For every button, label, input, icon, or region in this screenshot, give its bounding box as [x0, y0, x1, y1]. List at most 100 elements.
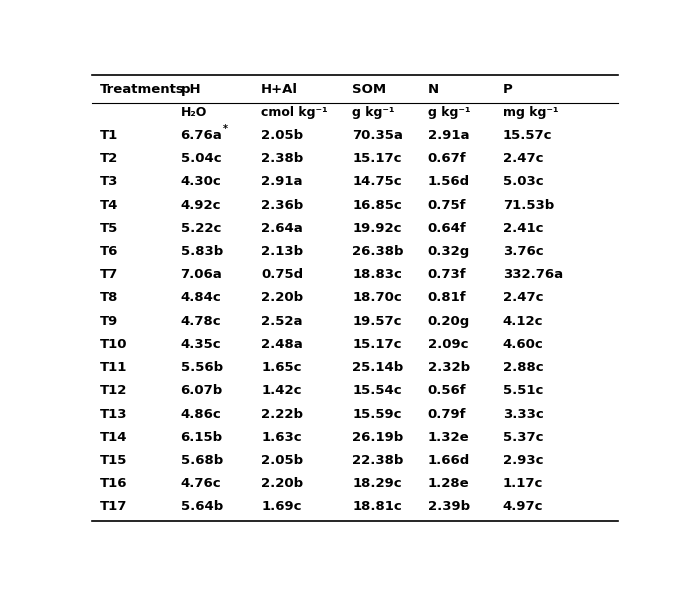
- Text: 0.56f: 0.56f: [428, 384, 466, 397]
- Text: 4.86c: 4.86c: [181, 408, 221, 421]
- Text: 22.38b: 22.38b: [353, 454, 404, 467]
- Text: 2.41c: 2.41c: [503, 222, 543, 235]
- Text: 5.37c: 5.37c: [503, 431, 543, 444]
- Text: T12: T12: [100, 384, 128, 397]
- Text: T7: T7: [100, 268, 119, 281]
- Text: 6.15b: 6.15b: [181, 431, 222, 444]
- Text: 1.63c: 1.63c: [261, 431, 301, 444]
- Text: 5.03c: 5.03c: [503, 176, 543, 189]
- Text: 1.32e: 1.32e: [428, 431, 469, 444]
- Text: T17: T17: [100, 501, 128, 514]
- Text: 4.78c: 4.78c: [181, 315, 221, 327]
- Text: 5.22c: 5.22c: [181, 222, 221, 235]
- Text: T4: T4: [100, 199, 119, 212]
- Text: 0.32g: 0.32g: [428, 245, 470, 258]
- Text: 2.48a: 2.48a: [261, 338, 303, 351]
- Text: 0.64f: 0.64f: [428, 222, 466, 235]
- Text: 14.75c: 14.75c: [353, 176, 402, 189]
- Text: 2.36b: 2.36b: [261, 199, 304, 212]
- Text: 1.42c: 1.42c: [261, 384, 301, 397]
- Text: 15.54c: 15.54c: [353, 384, 402, 397]
- Text: T14: T14: [100, 431, 128, 444]
- Text: T5: T5: [100, 222, 119, 235]
- Text: 332.76a: 332.76a: [503, 268, 563, 281]
- Text: 0.73f: 0.73f: [428, 268, 466, 281]
- Text: Treatments: Treatments: [100, 83, 185, 96]
- Text: 2.20b: 2.20b: [261, 477, 304, 490]
- Text: T15: T15: [100, 454, 128, 467]
- Text: g kg⁻¹: g kg⁻¹: [353, 106, 395, 119]
- Text: 2.52a: 2.52a: [261, 315, 303, 327]
- Text: 2.39b: 2.39b: [428, 501, 470, 514]
- Text: T2: T2: [100, 152, 119, 165]
- Text: 26.38b: 26.38b: [353, 245, 404, 258]
- Text: 2.38b: 2.38b: [261, 152, 304, 165]
- Text: 3.76c: 3.76c: [503, 245, 543, 258]
- Text: 0.79f: 0.79f: [428, 408, 466, 421]
- Text: 2.20b: 2.20b: [261, 291, 304, 304]
- Text: 71.53b: 71.53b: [503, 199, 554, 212]
- Text: 0.81f: 0.81f: [428, 291, 466, 304]
- Text: 70.35a: 70.35a: [353, 129, 403, 142]
- Text: g kg⁻¹: g kg⁻¹: [428, 106, 470, 119]
- Text: 3.33c: 3.33c: [503, 408, 543, 421]
- Text: 5.04c: 5.04c: [181, 152, 221, 165]
- Text: 15.17c: 15.17c: [353, 338, 402, 351]
- Text: 4.35c: 4.35c: [181, 338, 221, 351]
- Text: N: N: [428, 83, 439, 96]
- Text: 2.09c: 2.09c: [428, 338, 468, 351]
- Text: 4.60c: 4.60c: [503, 338, 543, 351]
- Text: 4.84c: 4.84c: [181, 291, 221, 304]
- Text: P: P: [503, 83, 513, 96]
- Text: *: *: [222, 124, 227, 134]
- Text: 0.20g: 0.20g: [428, 315, 470, 327]
- Text: 4.30c: 4.30c: [181, 176, 221, 189]
- Text: 1.66d: 1.66d: [428, 454, 470, 467]
- Text: 5.64b: 5.64b: [181, 501, 223, 514]
- Text: 18.83c: 18.83c: [353, 268, 403, 281]
- Text: mg kg⁻¹: mg kg⁻¹: [503, 106, 559, 119]
- Text: 26.19b: 26.19b: [353, 431, 404, 444]
- Text: 15.17c: 15.17c: [353, 152, 402, 165]
- Text: 2.91a: 2.91a: [428, 129, 469, 142]
- Text: 2.47c: 2.47c: [503, 291, 543, 304]
- Text: 19.92c: 19.92c: [353, 222, 402, 235]
- Text: 2.32b: 2.32b: [428, 361, 470, 374]
- Text: 2.88c: 2.88c: [503, 361, 543, 374]
- Text: 1.56d: 1.56d: [428, 176, 470, 189]
- Text: 2.47c: 2.47c: [503, 152, 543, 165]
- Text: 19.57c: 19.57c: [353, 315, 402, 327]
- Text: 18.70c: 18.70c: [353, 291, 402, 304]
- Text: cmol⁣ kg⁻¹: cmol⁣ kg⁻¹: [261, 106, 328, 119]
- Text: 0.67f: 0.67f: [428, 152, 466, 165]
- Text: 2.91a: 2.91a: [261, 176, 303, 189]
- Text: 2.64a: 2.64a: [261, 222, 303, 235]
- Text: 15.59c: 15.59c: [353, 408, 402, 421]
- Text: 18.81c: 18.81c: [353, 501, 402, 514]
- Text: 7.06a: 7.06a: [181, 268, 222, 281]
- Text: T1: T1: [100, 129, 119, 142]
- Text: 15.57c: 15.57c: [503, 129, 552, 142]
- Text: T3: T3: [100, 176, 119, 189]
- Text: 1.65c: 1.65c: [261, 361, 301, 374]
- Text: 1.17c: 1.17c: [503, 477, 543, 490]
- Text: T13: T13: [100, 408, 128, 421]
- Text: 5.51c: 5.51c: [503, 384, 543, 397]
- Text: 18.29c: 18.29c: [353, 477, 402, 490]
- Text: 4.76c: 4.76c: [181, 477, 221, 490]
- Text: T11: T11: [100, 361, 128, 374]
- Text: H+Al: H+Al: [261, 83, 298, 96]
- Text: 25.14b: 25.14b: [353, 361, 404, 374]
- Text: 2.05b: 2.05b: [261, 129, 304, 142]
- Text: 5.68b: 5.68b: [181, 454, 223, 467]
- Text: 1.69c: 1.69c: [261, 501, 301, 514]
- Text: 5.83b: 5.83b: [181, 245, 223, 258]
- Text: 4.92c: 4.92c: [181, 199, 221, 212]
- Text: 4.12c: 4.12c: [503, 315, 543, 327]
- Text: 2.93c: 2.93c: [503, 454, 543, 467]
- Text: 1.28e: 1.28e: [428, 477, 469, 490]
- Text: H₂O: H₂O: [181, 106, 207, 119]
- Text: SOM: SOM: [353, 83, 387, 96]
- Text: T6: T6: [100, 245, 119, 258]
- Text: T16: T16: [100, 477, 128, 490]
